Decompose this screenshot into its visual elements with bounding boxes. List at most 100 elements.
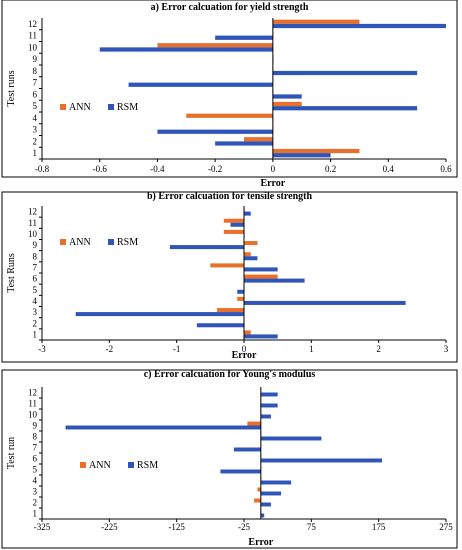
bar-ann [244,252,251,257]
y-tick-label: 2 [33,318,38,328]
legend-label-rsm: RSM [117,102,138,113]
bar-rsm [196,323,244,328]
bar-rsm [75,312,245,317]
x-tick-label: -25 [238,522,250,532]
bar-rsm [244,267,278,272]
y-tick-label: 12 [28,388,37,398]
y-tick-label: 12 [28,19,37,29]
x-tick-label: -0.6 [93,164,108,174]
bar-ann [272,101,302,107]
y-tick-label: 2 [33,136,38,146]
y-tick-label: 3 [33,487,38,497]
x-tick-label: -2 [106,344,114,354]
bar-ann [217,308,244,313]
bar-rsm [233,447,261,452]
bar-ann [244,137,273,142]
y-axis-label: Test Runs [6,253,17,293]
bar-rsm [157,129,273,134]
y-tick-label: 10 [28,229,38,239]
y-tick-label: 3 [33,307,38,317]
bar-rsm [272,23,446,29]
bar-rsm [220,469,261,474]
y-tick-label: 8 [33,66,38,76]
bar-ann [257,487,261,492]
bar-rsm [128,82,273,87]
legend-swatch-rsm [108,239,114,245]
bar-ann [272,19,360,24]
x-tick-label: -3 [38,344,46,354]
y-tick-label: 5 [33,101,38,111]
legend-swatch-ann [80,462,86,468]
bar-ann [157,43,273,48]
x-tick-label: 2 [376,344,381,354]
bar-rsm [260,491,282,496]
bar-ann [244,241,258,246]
y-tick-label: 9 [33,421,38,431]
x-axis-label: Error [260,178,285,189]
bar-rsm [215,141,273,146]
y-tick-label: 4 [33,296,38,306]
y-tick-label: 9 [33,54,38,64]
y-tick-label: 8 [33,251,38,261]
y-tick-label: 11 [28,31,37,41]
y-tick-label: 5 [33,465,38,475]
legend-swatch-rsm [128,462,134,468]
bar-ann [244,274,278,279]
legend-label-rsm: RSM [137,460,158,471]
x-axis-label: Error [248,537,273,548]
y-tick-label: 1 [33,148,38,158]
x-tick-label: -1 [173,344,181,354]
legend-label-ann: ANN [69,102,91,113]
bar-rsm [260,414,271,419]
y-tick-label: 5 [33,285,38,295]
legend-label-ann: ANN [89,460,111,471]
bar-rsm [260,458,383,463]
y-tick-label: 11 [28,399,37,409]
y-tick-label: 10 [28,410,38,420]
y-tick-label: 4 [33,476,38,486]
x-axis-label: Error [232,350,257,361]
bar-rsm [272,70,418,76]
y-axis-label: Test run [6,437,17,469]
bar-rsm [244,256,258,261]
x-tick-label: 175 [372,522,386,532]
y-tick-label: 1 [33,509,38,519]
y-tick-label: 10 [28,42,38,52]
bar-rsm [244,211,251,216]
chart-frame [1,0,458,178]
x-tick-label: 275 [439,522,453,532]
y-tick-label: 11 [28,218,37,228]
y-tick-label: 7 [33,78,38,88]
x-tick-label: 75 [307,522,317,532]
y-axis-label: Test runs [6,70,17,106]
bar-ann [237,296,244,301]
bar-rsm [260,513,265,518]
bar-rsm [169,245,244,250]
legend-swatch-ann [60,239,66,245]
bar-rsm [244,334,278,339]
x-tick-label: -0.8 [35,164,50,174]
bar-rsm [237,289,244,294]
x-tick-label: -325 [34,522,51,532]
bar-rsm [260,436,322,441]
legend-label-ann: ANN [69,237,91,248]
x-tick-label: 0.6 [440,164,452,174]
x-tick-label: 0 [271,164,276,174]
y-tick-label: 8 [33,432,38,442]
bar-ann [254,498,261,503]
chart-3: c) Error calcuation for Young's modulus T… [1,369,458,549]
y-tick-label: 6 [33,454,38,464]
bar-ann [247,421,261,426]
chart-title: b) Error calcuation for tensile strength [147,191,313,202]
chart-frame [1,369,458,549]
bar-ann [272,148,360,154]
bar-rsm [244,300,406,305]
chart-title: c) Error calcuation for Young's modulus [144,369,316,380]
x-tick-label: 3 [444,344,449,354]
bar-ann [186,113,273,118]
bar-rsm [272,153,331,158]
bar-rsm [272,94,302,99]
bar-rsm [230,222,244,227]
y-tick-label: 12 [28,207,37,217]
